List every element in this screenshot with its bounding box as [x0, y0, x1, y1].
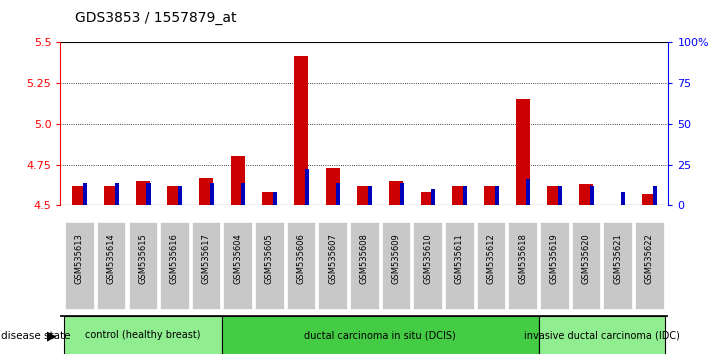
Bar	[210, 183, 214, 205]
FancyBboxPatch shape	[129, 222, 157, 309]
Bar	[262, 192, 277, 205]
FancyBboxPatch shape	[192, 222, 220, 309]
Text: GSM535604: GSM535604	[233, 233, 242, 284]
Text: GSM535606: GSM535606	[296, 233, 306, 284]
Bar	[167, 186, 181, 205]
FancyBboxPatch shape	[160, 222, 188, 309]
Text: GSM535609: GSM535609	[392, 233, 400, 284]
FancyBboxPatch shape	[319, 222, 347, 309]
Bar	[421, 192, 435, 205]
FancyBboxPatch shape	[350, 222, 379, 309]
FancyBboxPatch shape	[63, 316, 222, 354]
Bar	[463, 186, 467, 205]
Bar	[336, 183, 341, 205]
Text: GSM535605: GSM535605	[265, 233, 274, 284]
Bar	[199, 178, 213, 205]
Bar	[83, 183, 87, 205]
Bar	[515, 99, 530, 205]
Bar	[589, 186, 594, 205]
FancyBboxPatch shape	[540, 222, 569, 309]
Bar	[326, 168, 340, 205]
Text: GSM535622: GSM535622	[645, 233, 654, 284]
FancyBboxPatch shape	[287, 222, 315, 309]
Bar	[273, 192, 277, 205]
FancyBboxPatch shape	[477, 222, 506, 309]
Text: GDS3853 / 1557879_at: GDS3853 / 1557879_at	[75, 11, 236, 25]
FancyBboxPatch shape	[222, 316, 538, 354]
FancyBboxPatch shape	[572, 222, 600, 309]
Bar	[484, 186, 498, 205]
FancyBboxPatch shape	[414, 222, 442, 309]
Bar	[368, 186, 372, 205]
Bar	[146, 183, 151, 205]
Bar	[526, 179, 530, 205]
Text: GSM535612: GSM535612	[486, 233, 496, 284]
Text: ductal carcinoma in situ (DCIS): ductal carcinoma in situ (DCIS)	[304, 330, 456, 341]
Bar	[104, 186, 118, 205]
Text: disease state: disease state	[1, 331, 70, 341]
FancyBboxPatch shape	[538, 316, 665, 354]
Bar	[178, 186, 182, 205]
Bar	[114, 183, 119, 205]
Bar	[621, 192, 626, 205]
Bar	[305, 170, 309, 205]
Text: GSM535611: GSM535611	[455, 233, 464, 284]
Bar	[389, 181, 403, 205]
Bar	[357, 186, 372, 205]
Text: GSM535617: GSM535617	[202, 233, 210, 284]
Bar	[294, 56, 308, 205]
Text: GSM535608: GSM535608	[360, 233, 369, 284]
Bar	[241, 183, 245, 205]
FancyBboxPatch shape	[508, 222, 537, 309]
Bar	[579, 184, 593, 205]
Text: GSM535620: GSM535620	[582, 233, 591, 284]
Bar	[642, 194, 656, 205]
Bar	[230, 156, 245, 205]
FancyBboxPatch shape	[382, 222, 410, 309]
Text: GSM535619: GSM535619	[550, 233, 559, 284]
Text: GSM535610: GSM535610	[423, 233, 432, 284]
Text: GSM535618: GSM535618	[518, 233, 527, 284]
FancyBboxPatch shape	[223, 222, 252, 309]
Bar	[400, 183, 404, 205]
Bar	[495, 186, 499, 205]
FancyBboxPatch shape	[97, 222, 125, 309]
FancyBboxPatch shape	[635, 222, 663, 309]
Text: GSM535613: GSM535613	[75, 233, 84, 284]
Bar	[452, 186, 466, 205]
Bar	[547, 186, 562, 205]
Text: GSM535607: GSM535607	[328, 233, 337, 284]
Bar	[73, 186, 87, 205]
FancyBboxPatch shape	[255, 222, 284, 309]
FancyBboxPatch shape	[604, 222, 632, 309]
Text: invasive ductal carcinoma (IDC): invasive ductal carcinoma (IDC)	[524, 330, 680, 341]
Bar	[432, 189, 435, 205]
Text: GSM535621: GSM535621	[613, 233, 622, 284]
Text: control (healthy breast): control (healthy breast)	[85, 330, 201, 341]
Bar	[558, 186, 562, 205]
Text: GSM535614: GSM535614	[107, 233, 116, 284]
FancyBboxPatch shape	[445, 222, 474, 309]
FancyBboxPatch shape	[65, 222, 94, 309]
Text: GSM535615: GSM535615	[138, 233, 147, 284]
Text: GSM535616: GSM535616	[170, 233, 179, 284]
Text: ▶: ▶	[47, 330, 57, 343]
Bar	[136, 181, 150, 205]
Bar	[653, 186, 657, 205]
